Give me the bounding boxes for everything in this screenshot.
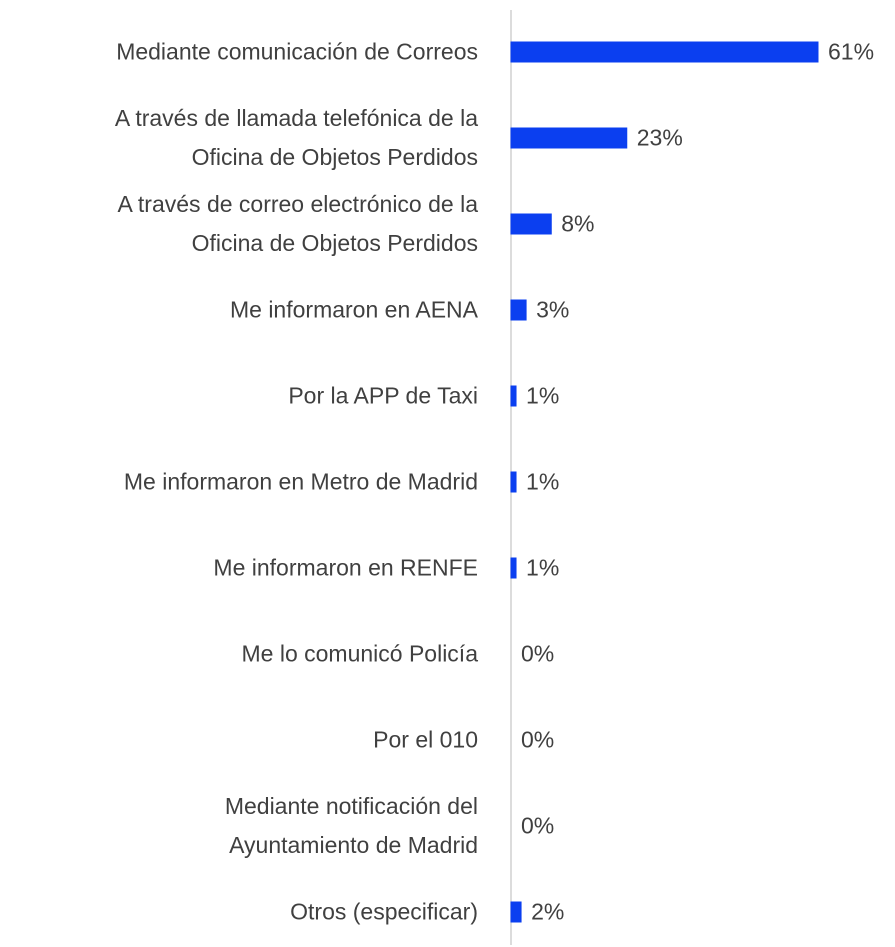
value-label: 1% <box>526 554 560 581</box>
category-label: Por el 010 <box>373 726 478 753</box>
category-label: Me lo comunicó Policía <box>241 640 479 667</box>
category-label: Me informaron en Metro de Madrid <box>123 468 478 495</box>
value-label: 1% <box>526 468 560 495</box>
category-label: Por la APP de Taxi <box>288 382 478 409</box>
category-label: Otros (especificar) <box>290 898 478 925</box>
category-label: Me informaron en AENA <box>229 296 478 323</box>
bar <box>510 213 552 235</box>
value-label: 3% <box>536 296 570 323</box>
bar <box>510 41 819 63</box>
value-label: 8% <box>561 210 595 237</box>
category-label: Mediante comunicación de Correos <box>116 38 478 65</box>
category-label: Me informaron en RENFE <box>213 554 478 581</box>
category-label: A través de correo electrónico de la Ofi… <box>117 191 478 256</box>
bar <box>510 557 517 579</box>
bar <box>510 901 522 923</box>
value-label: 0% <box>521 812 555 839</box>
bar <box>510 299 527 321</box>
value-label: 23% <box>636 124 683 151</box>
value-label: 61% <box>828 38 875 65</box>
bar <box>510 127 628 149</box>
category-label: A través de llamada telefónica de la Ofi… <box>114 105 478 170</box>
value-label: 0% <box>521 640 555 667</box>
category-label: Mediante notificación del Ayuntamiento d… <box>224 793 478 858</box>
value-label: 2% <box>531 898 565 925</box>
bar <box>510 471 517 493</box>
value-label: 0% <box>521 726 555 753</box>
value-label: 1% <box>526 382 560 409</box>
bar <box>510 385 517 407</box>
